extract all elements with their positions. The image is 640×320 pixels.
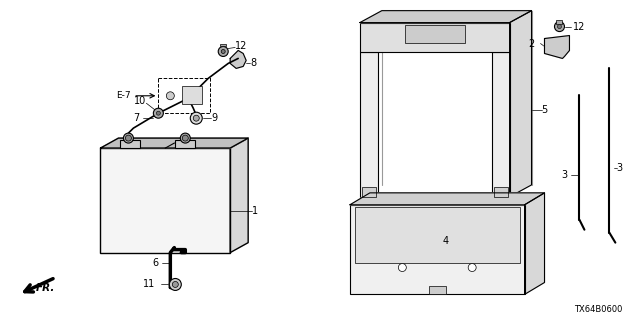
- Circle shape: [193, 115, 199, 121]
- Text: 6: 6: [152, 258, 159, 268]
- Bar: [362, 187, 376, 197]
- Bar: [429, 286, 446, 294]
- Circle shape: [166, 92, 174, 100]
- Circle shape: [124, 133, 133, 143]
- Polygon shape: [509, 11, 532, 197]
- Text: 1: 1: [252, 206, 258, 216]
- Circle shape: [172, 282, 179, 287]
- Text: 4: 4: [443, 236, 449, 246]
- Bar: [355, 207, 520, 263]
- Text: TX64B0600: TX64B0600: [575, 305, 623, 314]
- Text: E-7: E-7: [116, 91, 154, 100]
- Circle shape: [180, 133, 190, 143]
- Circle shape: [125, 135, 131, 141]
- Polygon shape: [230, 51, 246, 68]
- Text: 3: 3: [561, 170, 568, 180]
- Polygon shape: [360, 11, 532, 23]
- Polygon shape: [350, 193, 545, 205]
- Circle shape: [221, 50, 225, 53]
- Text: FR.: FR.: [36, 284, 55, 293]
- Circle shape: [218, 46, 228, 56]
- Text: 3: 3: [616, 163, 623, 173]
- Circle shape: [468, 264, 476, 271]
- Circle shape: [182, 135, 188, 141]
- Bar: [158, 78, 210, 113]
- Polygon shape: [525, 193, 545, 294]
- Bar: [405, 25, 465, 43]
- Bar: [182, 86, 202, 104]
- Bar: [557, 20, 563, 24]
- Bar: [360, 52, 378, 197]
- Bar: [492, 52, 509, 197]
- Text: 9: 9: [211, 113, 218, 123]
- Text: 7: 7: [133, 113, 140, 123]
- Bar: [175, 140, 195, 148]
- Text: 10: 10: [134, 96, 147, 106]
- Bar: [100, 148, 230, 252]
- Circle shape: [154, 108, 163, 118]
- Bar: [220, 44, 226, 46]
- Bar: [120, 140, 140, 148]
- Polygon shape: [230, 138, 248, 252]
- Circle shape: [190, 112, 202, 124]
- Circle shape: [156, 111, 161, 115]
- Text: 8: 8: [250, 59, 256, 68]
- Circle shape: [554, 22, 564, 32]
- Circle shape: [170, 278, 181, 291]
- Bar: [350, 205, 525, 294]
- Text: 11: 11: [143, 279, 156, 290]
- Bar: [360, 23, 509, 52]
- Circle shape: [557, 25, 561, 28]
- Bar: [493, 187, 508, 197]
- Text: 12: 12: [235, 42, 247, 52]
- Polygon shape: [100, 138, 248, 148]
- Circle shape: [398, 264, 406, 271]
- Text: 5: 5: [541, 105, 548, 115]
- Text: 12: 12: [573, 21, 586, 32]
- Polygon shape: [545, 36, 570, 59]
- Text: 2: 2: [528, 38, 534, 49]
